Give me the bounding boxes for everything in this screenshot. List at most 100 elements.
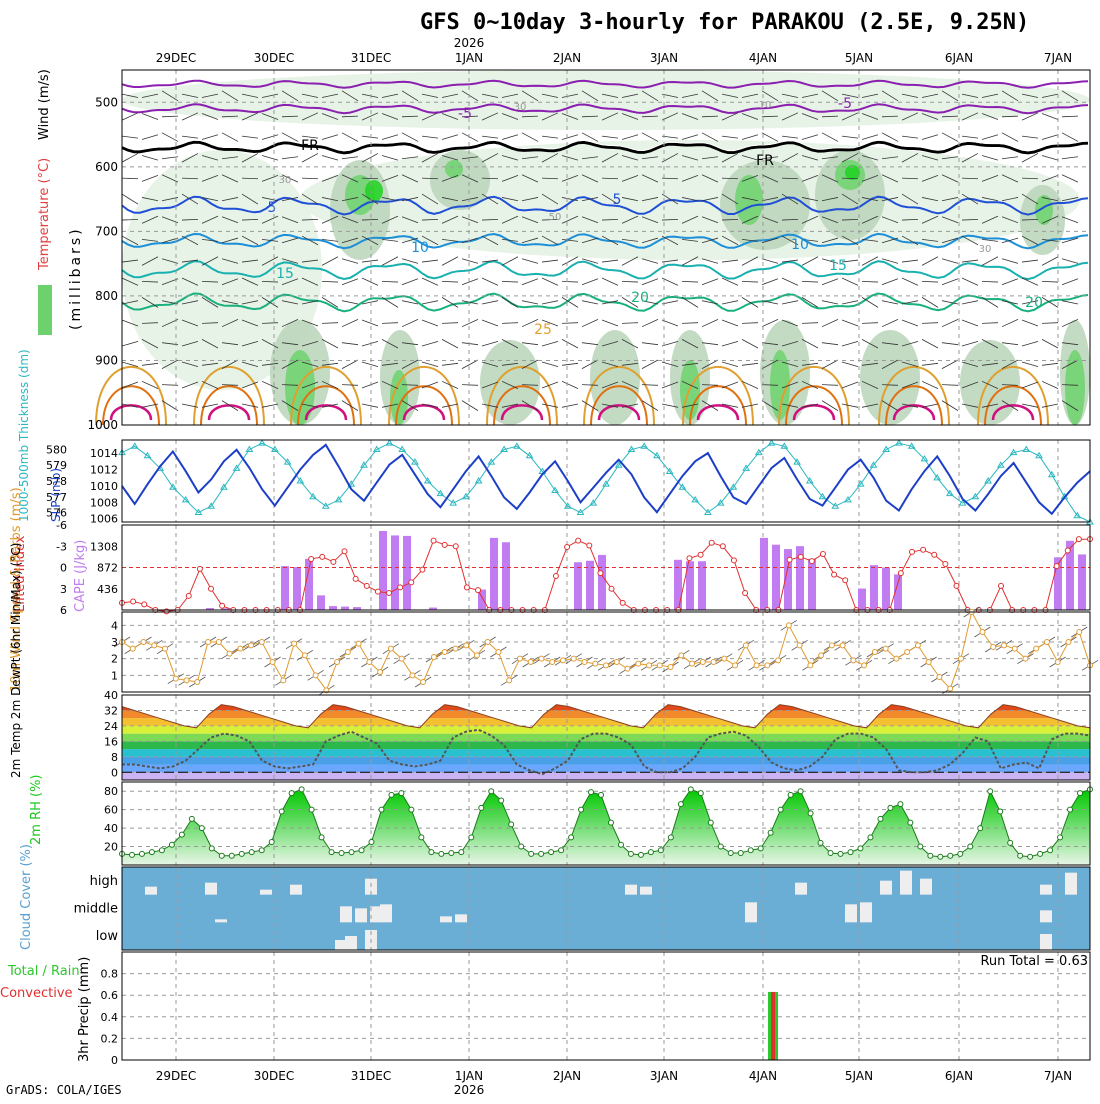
rh2m-marker [777, 806, 784, 813]
wind-barb [501, 113, 519, 120]
cloud-row-label: high [90, 874, 118, 889]
wind10m-marker [205, 639, 212, 645]
thickness-marker [589, 499, 598, 506]
date-label-top: 5JAN [845, 51, 873, 65]
wind-barb [341, 300, 359, 305]
wind-barb [341, 216, 359, 224]
ylabel-temp2m: 2m Temp 2m DewPt (6hr Min/Max) (°C) [9, 543, 23, 778]
wind-barb [121, 300, 139, 305]
wind-barb [921, 380, 939, 390]
wind10m-marker [441, 649, 448, 655]
thickness-marker [449, 499, 458, 506]
temp2m-tick: 16 [104, 735, 118, 748]
isotherm-5 [121, 195, 1089, 216]
wind-barb [421, 340, 439, 347]
panel-frame [121, 781, 1091, 866]
wind-barb [201, 134, 219, 140]
isotherm-35-loop [696, 404, 740, 421]
wind-barb [961, 153, 979, 163]
wind-barb [181, 193, 199, 205]
wind-barb [701, 132, 719, 142]
wind-barb [1061, 174, 1079, 183]
wind-barb [201, 322, 219, 324]
wind-barb [1021, 219, 1039, 221]
wind10m-marker [473, 652, 480, 659]
wind-barb [521, 342, 539, 346]
wind-barb [201, 297, 219, 308]
wind-barb [681, 380, 699, 390]
thickness-tick: 577 [46, 491, 67, 504]
temp-band [122, 764, 1090, 773]
wind-barb [141, 297, 159, 308]
wind-barb [781, 403, 799, 408]
wind-barb [741, 215, 759, 224]
wind-barb [281, 384, 299, 386]
thickness-marker [1035, 451, 1043, 459]
wind-barb [541, 277, 559, 286]
wind-barb [281, 174, 299, 183]
thickness-marker [462, 492, 470, 500]
wind-barb [721, 340, 739, 347]
rh2m-marker [1017, 852, 1024, 859]
wind-barb [141, 280, 159, 283]
wind-barb [861, 93, 879, 98]
wind-barb [801, 175, 819, 182]
isotherm-25-loop [583, 366, 655, 426]
rh2m-marker [558, 847, 565, 854]
wind-barb [481, 193, 499, 205]
wind-barb [401, 115, 419, 118]
wind-barb [141, 362, 159, 366]
wind-barb [661, 361, 679, 368]
wind-barb [981, 197, 999, 202]
rh2m-marker [1007, 839, 1014, 846]
wind-barb [521, 90, 539, 102]
precip-tick: 0 [111, 1054, 118, 1067]
wind-barb [381, 403, 399, 408]
li-marker [708, 539, 715, 546]
rh2m-marker [677, 801, 684, 808]
rh2m-marker [408, 806, 415, 813]
wind-barb [521, 318, 539, 328]
wind-barb [741, 256, 759, 266]
wind-barb [361, 135, 379, 139]
thickness-marker [920, 454, 929, 462]
thickness-marker [436, 489, 445, 497]
contour-label: FR [756, 153, 774, 169]
wind-barb [141, 113, 159, 120]
wind-barb [541, 235, 559, 246]
li-marker [608, 585, 615, 592]
wind-barb [841, 361, 859, 368]
wind-barb [721, 93, 739, 98]
wind-barb [541, 381, 559, 389]
wind10m-marker [226, 650, 233, 657]
thickness-marker [640, 442, 649, 449]
wind10m-marker [742, 642, 749, 649]
wind-barb [601, 403, 619, 408]
wind-barb [861, 380, 879, 390]
wind-barb [1061, 216, 1079, 224]
cape-tick: 872 [97, 562, 118, 575]
wind-barb [281, 237, 299, 244]
wind-barb [981, 215, 999, 224]
wind-barb [661, 112, 679, 121]
wind10m-marker [689, 660, 696, 667]
wind-barb [681, 134, 699, 140]
wind-barb [1001, 156, 1019, 160]
wind-barb [521, 115, 539, 118]
wind10m-marker [463, 642, 470, 649]
wind-barb [1021, 112, 1039, 121]
cape-bar [858, 588, 866, 610]
contour-label: 30 [514, 102, 527, 113]
rh2m-marker [528, 850, 535, 857]
wind-barb [481, 319, 499, 327]
wind10m-marker [581, 659, 588, 665]
rh2m-tick: 80 [104, 785, 118, 798]
thickness-marker [1047, 470, 1056, 478]
wind-barb [121, 219, 139, 221]
wind-barb [621, 113, 639, 120]
wind-barb [281, 216, 299, 224]
date-label-bottom: 2JAN [553, 1069, 581, 1083]
wind-barb [241, 340, 259, 347]
li-marker [452, 543, 459, 550]
wind-barb [421, 259, 439, 263]
